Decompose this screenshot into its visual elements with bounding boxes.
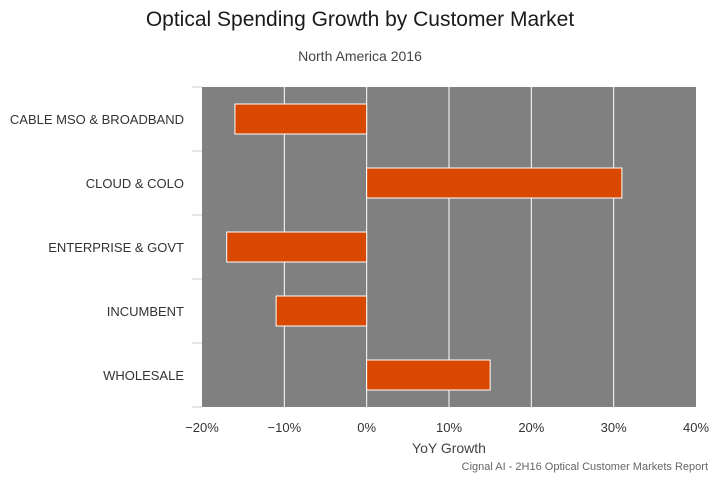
bar: [275, 295, 368, 327]
x-tick-label: 10%: [436, 420, 462, 435]
bar: [226, 231, 368, 263]
chart-subtitle: North America 2016: [298, 48, 422, 64]
x-tick-label: −20%: [185, 420, 219, 435]
bar: [366, 359, 491, 391]
x-axis-title: YoY Growth: [412, 440, 486, 456]
category-ticks: [192, 86, 202, 408]
bars: [226, 103, 623, 391]
x-tick-label: 0%: [357, 420, 376, 435]
category-label: CABLE MSO & BROADBAND: [10, 112, 184, 127]
bar: [366, 167, 623, 199]
bar: [234, 103, 368, 135]
category-labels: CABLE MSO & BROADBAND CLOUD & COLO ENTERPR…: [10, 112, 184, 383]
x-tick-label: 20%: [518, 420, 544, 435]
category-label: ENTERPRISE & GOVT: [48, 240, 184, 255]
x-tick-label: −10%: [268, 420, 302, 435]
x-tick-label: 30%: [601, 420, 627, 435]
category-label: INCUMBENT: [107, 304, 184, 319]
x-tick-label: 40%: [683, 420, 709, 435]
chart-title: Optical Spending Growth by Customer Mark…: [145, 8, 575, 31]
chart-credit: Cignal AI - 2H16 Optical Customer Market…: [461, 461, 708, 473]
category-label: WHOLESALE: [103, 368, 184, 383]
x-tick-labels: −20% −10% 0% 10% 20% 30% 40%: [185, 420, 709, 435]
category-label: CLOUD & COLO: [86, 176, 184, 191]
